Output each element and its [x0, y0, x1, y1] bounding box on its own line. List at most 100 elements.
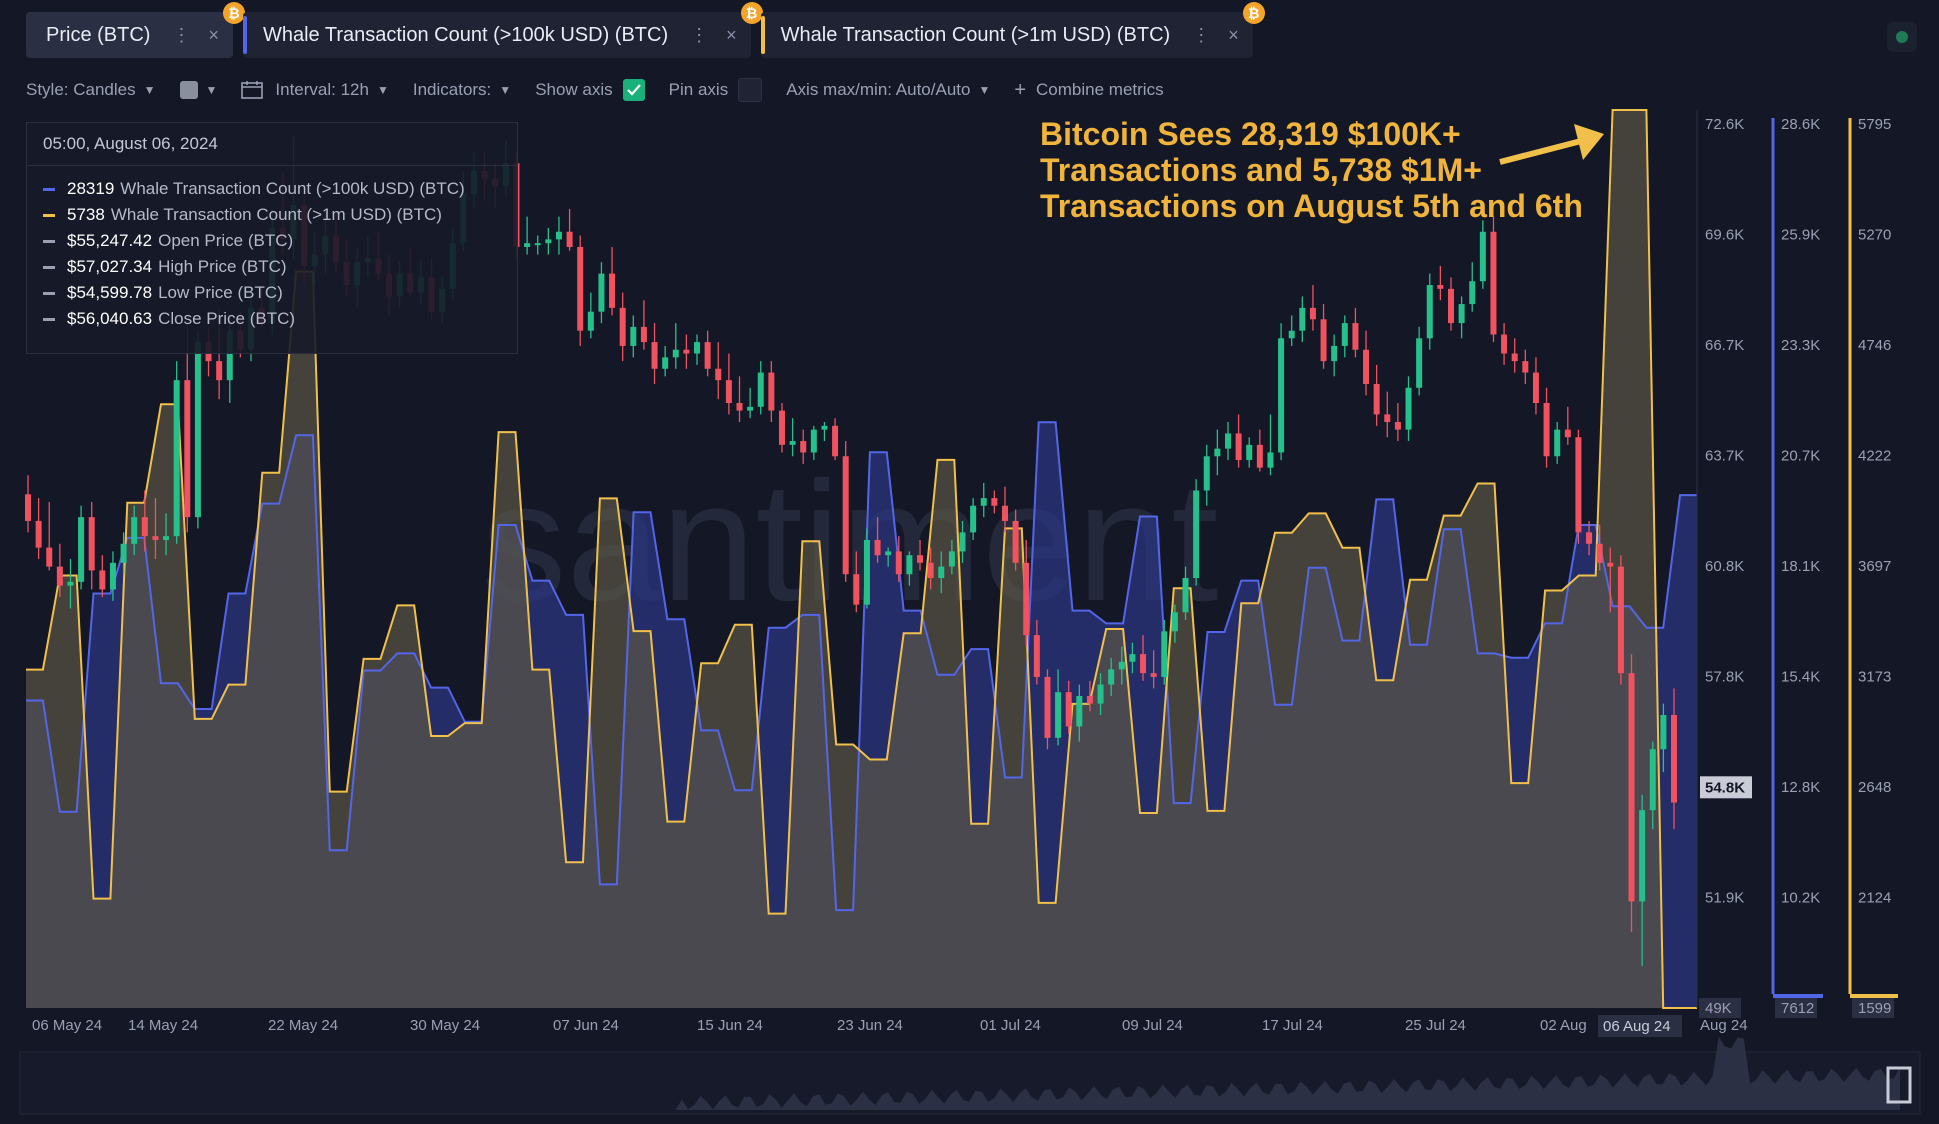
candle-body [152, 536, 159, 540]
candle-body [1501, 334, 1508, 354]
candle-body [1479, 231, 1486, 282]
axis-1m-tick-label-box [1852, 998, 1894, 1018]
tab-menu-icon[interactable]: ⋮ [690, 24, 709, 45]
tab-whale-100k[interactable]: Whale Transaction Count (>100k USD) (BTC… [242, 2, 763, 58]
pin-axis-toggle[interactable]: Pin axis [669, 78, 763, 102]
candle-body [1596, 543, 1603, 563]
legend-swatch [43, 265, 55, 269]
candle-body [577, 246, 584, 331]
candle-body [1108, 669, 1115, 685]
candle-body [1214, 448, 1221, 457]
status-dot-icon [1896, 31, 1908, 43]
candle-body [35, 520, 42, 548]
candle-body [959, 532, 966, 552]
navigator-handle [1886, 1066, 1912, 1104]
candle-body [131, 517, 138, 544]
legend-name: High Price (BTC) [158, 257, 287, 276]
candle-body [853, 574, 860, 605]
candle-body [226, 330, 233, 381]
x-tick-label: Aug 24 [1700, 1017, 1748, 1034]
status-indicator[interactable] [1887, 22, 1917, 52]
candle-body [980, 498, 987, 506]
axis-1m-tick-label: 3697 [1858, 558, 1891, 575]
legend-swatch [43, 239, 55, 243]
interval-dropdown[interactable]: Interval: 12h ▼ [241, 80, 389, 100]
close-icon[interactable]: × [726, 24, 737, 45]
tooltip-legend: 05:00, August 06, 2024 28319 Whale Transa… [26, 122, 518, 354]
price-tick-label: 72.6K [1705, 116, 1744, 133]
legend-row: $57,027.34 High Price (BTC) [27, 254, 517, 280]
candle-body [662, 357, 669, 369]
indicators-dropdown[interactable]: Indicators: ▼ [413, 80, 511, 100]
x-highlight-box [1598, 1015, 1682, 1037]
show-axis-toggle[interactable]: Show axis [535, 79, 645, 101]
candle-body [1129, 654, 1136, 662]
chevron-down-icon: ▼ [205, 83, 218, 97]
candle-body [1182, 578, 1189, 613]
pin-axis-checkbox[interactable] [738, 78, 763, 102]
series-100k-line [26, 421, 1697, 912]
legend-value: $55,247.42 [67, 231, 153, 250]
axis-100k-tick-label: 28.6K [1781, 116, 1820, 133]
color-dropdown[interactable]: ▼ [179, 81, 218, 99]
candle-body [704, 342, 711, 369]
candle-body [1076, 695, 1083, 727]
tab-menu-icon[interactable]: ⋮ [1192, 24, 1211, 45]
close-icon[interactable]: × [1228, 24, 1239, 45]
color-swatch-icon [179, 81, 198, 99]
candle-body [1023, 562, 1030, 636]
combine-metrics-button[interactable]: + Combine metrics [1014, 79, 1163, 102]
candle-body [1394, 422, 1401, 430]
x-tick-label: 14 May 24 [128, 1017, 198, 1034]
candle-body [1511, 353, 1518, 362]
style-dropdown[interactable]: Style: Candles ▼ [26, 80, 156, 100]
candle-body [1203, 456, 1210, 491]
candle-body [1171, 612, 1178, 632]
combine-metrics-label: Combine metrics [1036, 80, 1164, 99]
x-tick-label: 01 Jul 24 [980, 1017, 1041, 1034]
bitcoin-icon: ₿ [740, 2, 763, 24]
plus-icon: + [1014, 78, 1027, 101]
tab-color-stripe [26, 16, 30, 54]
tab-whale-1m[interactable]: Whale Transaction Count (>1m USD) (BTC) … [760, 2, 1265, 58]
candle-body [1118, 661, 1125, 670]
legend-swatch [43, 317, 55, 321]
candle-body [109, 562, 116, 590]
candle-body [885, 551, 892, 556]
axis-1m-tick-label: 5270 [1858, 227, 1891, 244]
watermark-text: santiment [481, 447, 1218, 637]
price-tick-label: 51.9K [1705, 890, 1744, 907]
candle-body [1299, 307, 1306, 331]
candle-body [545, 239, 552, 244]
candle-body [683, 349, 690, 354]
candle-body [67, 581, 74, 586]
candle-body [640, 326, 647, 343]
candle-body [1575, 437, 1582, 533]
axis-100k-tick-label: 10.2K [1781, 890, 1820, 907]
axis-maxmin-dropdown[interactable]: Axis max/min: Auto/Auto ▼ [786, 80, 990, 100]
price-tick-label-box [1699, 998, 1741, 1018]
legend-value: 28319 [67, 179, 115, 198]
axis-100k-tick-label: 18.1K [1781, 558, 1820, 575]
candle-body [672, 349, 679, 358]
current-price-box [1700, 776, 1752, 799]
candle-body [927, 562, 934, 579]
bitcoin-icon: ₿ [222, 2, 245, 24]
candle-body [216, 361, 223, 381]
close-icon[interactable]: × [208, 24, 219, 45]
show-axis-checkbox[interactable] [622, 79, 645, 101]
indicators-label: Indicators: [412, 80, 492, 99]
axis-1m-tick-label: 5795 [1858, 116, 1891, 133]
tab-menu-icon[interactable]: ⋮ [172, 24, 191, 45]
candle-body [1426, 285, 1433, 339]
tab-price[interactable]: Price (BTC) ⋮ × ₿ [26, 2, 245, 58]
candle-body [141, 517, 148, 537]
candle-body [619, 307, 626, 346]
candle-body [1331, 345, 1338, 362]
candle-body [1447, 288, 1454, 324]
legend-value: $57,027.34 [67, 257, 153, 276]
candle-body [587, 311, 594, 331]
tab-label: Whale Transaction Count (>1m USD) (BTC) [780, 23, 1171, 46]
